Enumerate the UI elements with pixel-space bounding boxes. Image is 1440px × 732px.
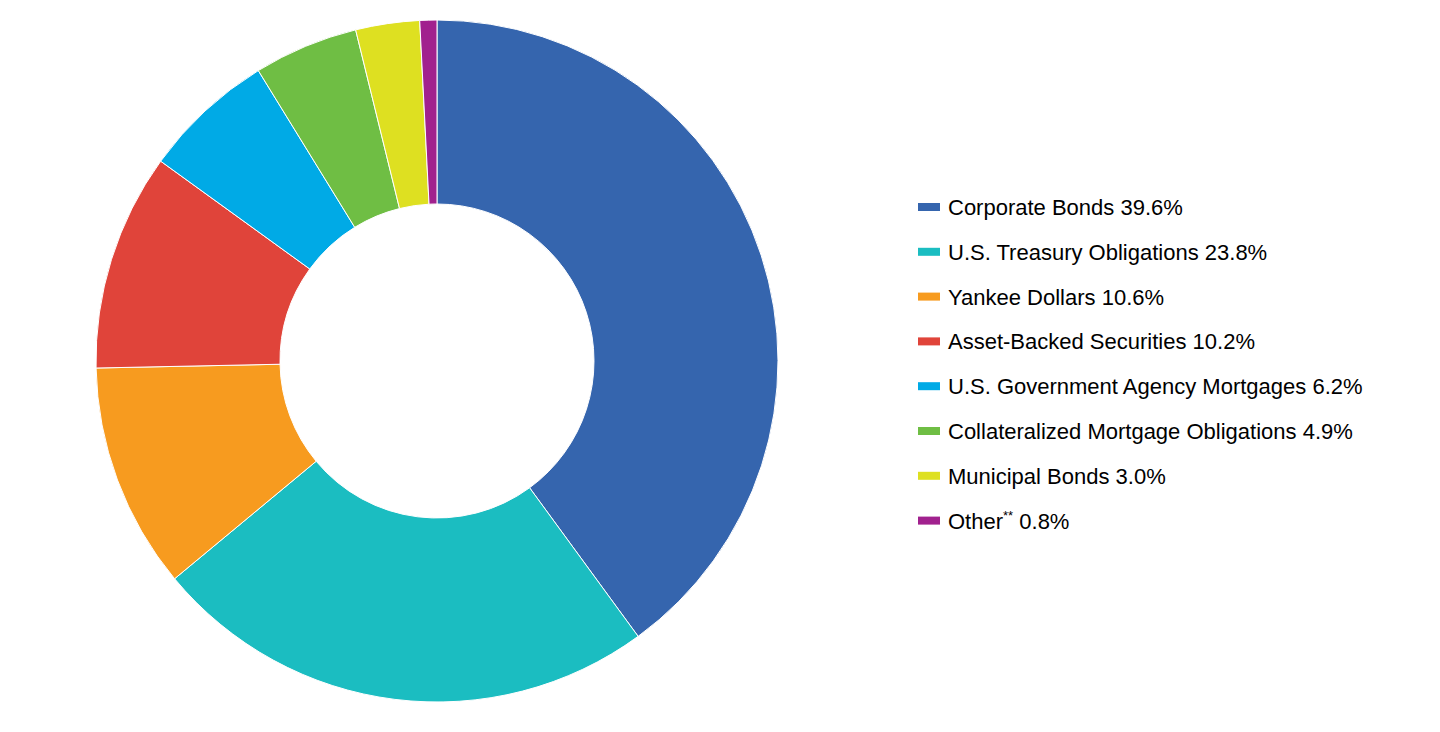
legend-category: Yankee Dollars: [948, 285, 1096, 310]
legend-category: Asset-Backed Securities: [948, 329, 1186, 354]
legend-label: U.S. Government Agency Mortgages 6.2%: [948, 374, 1363, 399]
legend-value: 3.0%: [1116, 464, 1166, 489]
legend-swatch: [918, 337, 940, 345]
legend-category: Municipal Bonds: [948, 464, 1109, 489]
legend-label: Collateralized Mortgage Obligations 4.9%: [948, 419, 1353, 444]
legend-category: U.S. Government Agency Mortgages: [948, 374, 1306, 399]
legend-value: 0.8%: [1019, 509, 1069, 534]
donut-slice: [96, 364, 316, 579]
chart-container: Corporate Bonds 39.6% U.S. Treasury Oblig…: [0, 0, 1440, 732]
legend-category: Other**: [948, 508, 1013, 534]
legend-category: Collateralized Mortgage Obligations: [948, 419, 1297, 444]
legend-value: 10.6%: [1102, 285, 1164, 310]
legend-value: 23.8%: [1205, 240, 1267, 265]
legend: Corporate Bonds 39.6% U.S. Treasury Oblig…: [918, 195, 1363, 534]
legend-swatch: [918, 472, 940, 480]
legend-label: Municipal Bonds 3.0%: [948, 464, 1166, 489]
legend-swatch: [918, 517, 940, 525]
legend-value: 10.2%: [1193, 329, 1255, 354]
legend-category: U.S. Treasury Obligations: [948, 240, 1199, 265]
legend-swatch: [918, 203, 940, 211]
chart-svg: Corporate Bonds 39.6% U.S. Treasury Oblig…: [0, 0, 1440, 732]
legend-label: U.S. Treasury Obligations 23.8%: [948, 240, 1267, 265]
legend-value: 39.6%: [1120, 195, 1182, 220]
legend-label: Yankee Dollars 10.6%: [948, 285, 1164, 310]
legend-category: Corporate Bonds: [948, 195, 1114, 220]
legend-swatch: [918, 427, 940, 435]
legend-value: 6.2%: [1312, 374, 1362, 399]
legend-swatch: [918, 382, 940, 390]
donut-slice: [420, 20, 437, 204]
legend-superscript: **: [1003, 508, 1013, 523]
donut-slice: [356, 20, 429, 208]
legend-label: Corporate Bonds 39.6%: [948, 195, 1183, 220]
legend-label: Other** 0.8%: [948, 508, 1069, 534]
slices: [96, 20, 778, 702]
legend-swatch: [918, 248, 940, 256]
legend-value: 4.9%: [1303, 419, 1353, 444]
legend-label: Asset-Backed Securities 10.2%: [948, 329, 1255, 354]
legend-swatch: [918, 293, 940, 301]
